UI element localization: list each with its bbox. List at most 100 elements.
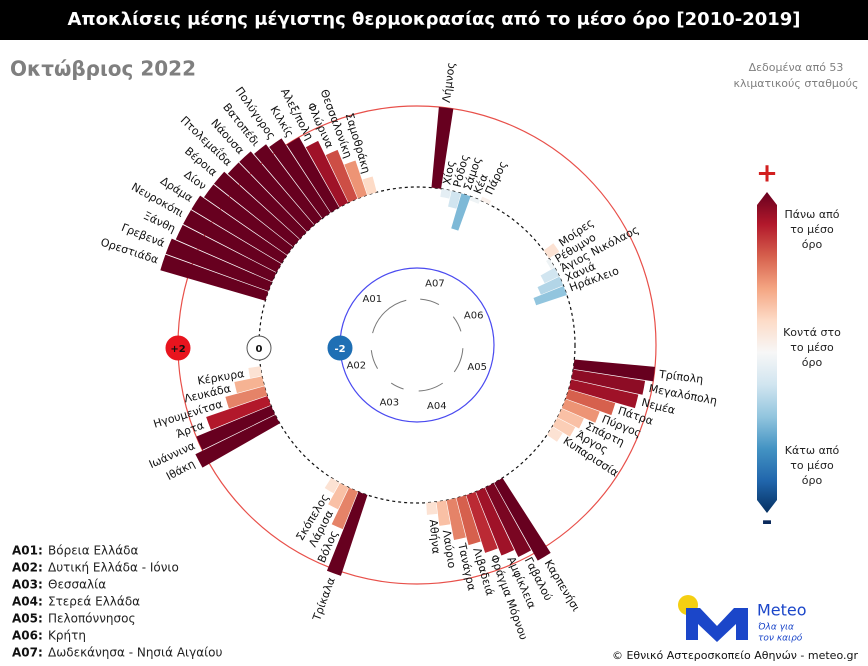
legend-code: A01: (12, 544, 43, 558)
bar (165, 238, 273, 292)
bar (475, 487, 515, 556)
bar (446, 498, 466, 541)
colorbar-symbol: - (762, 507, 773, 537)
bar (552, 417, 576, 437)
bar (328, 482, 349, 510)
group-label: A01 (363, 294, 383, 305)
bar (561, 399, 600, 423)
bar (227, 162, 307, 239)
legend-name: Κρήτη (48, 629, 86, 643)
chart-subtitle: Οκτώβριος 2022 (10, 57, 196, 81)
bar (431, 107, 454, 189)
bar (213, 171, 300, 247)
bar (331, 487, 358, 530)
bar (305, 140, 349, 208)
bar (466, 491, 498, 553)
group-arc (453, 348, 464, 373)
bar (248, 366, 263, 379)
legend-code: A03: (12, 578, 43, 592)
bar (573, 359, 655, 382)
logo-mark (686, 608, 748, 642)
legend-code: A06: (12, 629, 43, 643)
colorbar-label: Πάνω από (785, 208, 840, 221)
station-label: Αθήνα (427, 519, 443, 555)
legend-code: A02: (12, 561, 43, 575)
bar (175, 224, 277, 282)
colorbar-label: Κοντά στο (783, 326, 841, 339)
colorbar-label: όρο (802, 474, 823, 487)
title-bar (0, 0, 868, 40)
legend-code: A07: (12, 646, 43, 660)
bar (571, 369, 646, 395)
bar (195, 414, 280, 468)
logo-tagline: Όλα για (758, 622, 794, 633)
group-arc (418, 382, 444, 392)
ring (258, 186, 576, 504)
group-arc (370, 350, 379, 369)
station-label: Λαύριο (440, 529, 459, 569)
bar (436, 500, 451, 526)
colorbar-symbol: + (756, 159, 778, 189)
ring-label: -2 (334, 344, 345, 355)
group-label: A04 (427, 401, 447, 412)
ring-label: +2 (170, 344, 185, 355)
colorbar-label: Κάτω από (785, 444, 840, 457)
bar (448, 190, 461, 209)
legend-name: Δωδεκάνησα - Νησιά Αιγαίου (48, 646, 223, 660)
bar (546, 258, 555, 270)
bar (494, 477, 551, 561)
group-label: A06 (464, 310, 484, 321)
bar (254, 144, 323, 225)
bar (440, 188, 452, 199)
legend-code: A04: (12, 595, 43, 609)
bar (325, 149, 358, 203)
bar (206, 396, 271, 430)
bar (451, 193, 471, 231)
group-label: A05 (467, 362, 487, 373)
colorbar (757, 192, 777, 513)
bar (286, 137, 340, 213)
bar (191, 195, 287, 264)
note: κλιματικούς σταθμούς (734, 77, 859, 90)
legend-name: Πελοπόννησος (48, 612, 136, 626)
bar (234, 376, 265, 394)
bar (568, 379, 639, 409)
bar (269, 138, 331, 219)
group-arc (452, 316, 462, 332)
bar (485, 483, 532, 557)
bar (344, 160, 367, 199)
logo-tagline: τον καιρό (758, 633, 803, 644)
bar (239, 151, 315, 232)
bar (225, 386, 268, 409)
bar (469, 196, 481, 204)
colorbar-label: το μέσο (790, 341, 834, 354)
legend-name: Βόρεια Ελλάδα (48, 544, 139, 558)
group-arc (420, 298, 440, 306)
bar (533, 285, 567, 306)
bar (183, 209, 282, 273)
legend-code: A05: (12, 612, 43, 626)
bar (540, 267, 560, 284)
bar (362, 176, 377, 195)
colorbar-label: το μέσο (790, 459, 834, 472)
station-label: Χίος (440, 160, 457, 186)
ring-label: 0 (256, 344, 263, 355)
group-label: A03 (380, 398, 400, 409)
group-label: A02 (347, 361, 367, 372)
ring-badge (246, 335, 272, 361)
bar (326, 491, 368, 576)
group-arc (372, 299, 407, 334)
colorbar-label: όρο (802, 238, 823, 251)
station-label: Τρίκαλα (310, 576, 338, 624)
bar (160, 254, 269, 301)
bar (557, 408, 584, 429)
bar (324, 477, 340, 494)
ring (339, 267, 495, 423)
bar (203, 184, 293, 255)
credit: © Εθνικό Αστεροσκοπείο Αθηνών - meteo.gr (612, 649, 859, 662)
legend-name: Στερεά Ελλάδα (48, 595, 140, 609)
note: Δεδομένα από 53 (749, 61, 844, 74)
bar (546, 426, 563, 442)
